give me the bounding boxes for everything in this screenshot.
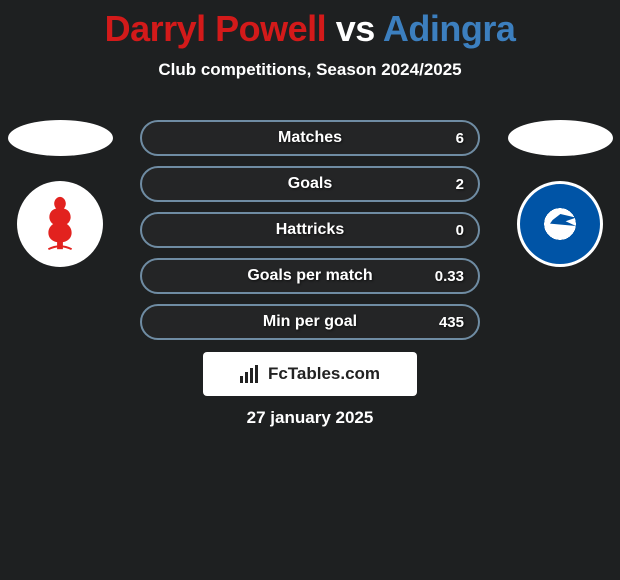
nottingham-forest-badge (17, 181, 103, 267)
player-silhouette-right (508, 120, 613, 156)
fctables-logo[interactable]: FcTables.com (203, 352, 417, 396)
vs-separator: vs (336, 8, 383, 49)
player-silhouette-left (8, 120, 113, 156)
stat-label: Goals (288, 175, 332, 193)
forest-tree-icon (29, 193, 91, 255)
stat-value: 0.33 (435, 268, 464, 285)
left-club-panel (0, 120, 120, 267)
right-club-panel (500, 120, 620, 267)
player1-name: Darryl Powell (105, 8, 327, 49)
stat-row: Goals per match 0.33 (140, 258, 480, 294)
stat-value: 435 (439, 314, 464, 331)
brighton-badge (517, 181, 603, 267)
date-label: 27 january 2025 (0, 408, 620, 428)
stat-label: Hattricks (276, 221, 344, 239)
player2-name: Adingra (383, 8, 516, 49)
stat-row: Goals 2 (140, 166, 480, 202)
stat-value: 6 (456, 130, 464, 147)
stat-row: Hattricks 0 (140, 212, 480, 248)
stat-value: 0 (456, 222, 464, 239)
stat-row: Matches 6 (140, 120, 480, 156)
bars-icon (240, 365, 262, 383)
stats-table: Matches 6 Goals 2 Hattricks 0 Goals per … (140, 120, 480, 350)
stat-label: Matches (278, 129, 342, 147)
stat-label: Goals per match (247, 267, 372, 285)
stat-row: Min per goal 435 (140, 304, 480, 340)
stat-label: Min per goal (263, 313, 357, 331)
subtitle: Club competitions, Season 2024/2025 (0, 60, 620, 80)
comparison-card: Darryl Powell vs Adingra Club competitio… (0, 0, 620, 580)
page-title: Darryl Powell vs Adingra (0, 0, 620, 50)
stat-value: 2 (456, 176, 464, 193)
logo-text: FcTables.com (268, 364, 380, 384)
